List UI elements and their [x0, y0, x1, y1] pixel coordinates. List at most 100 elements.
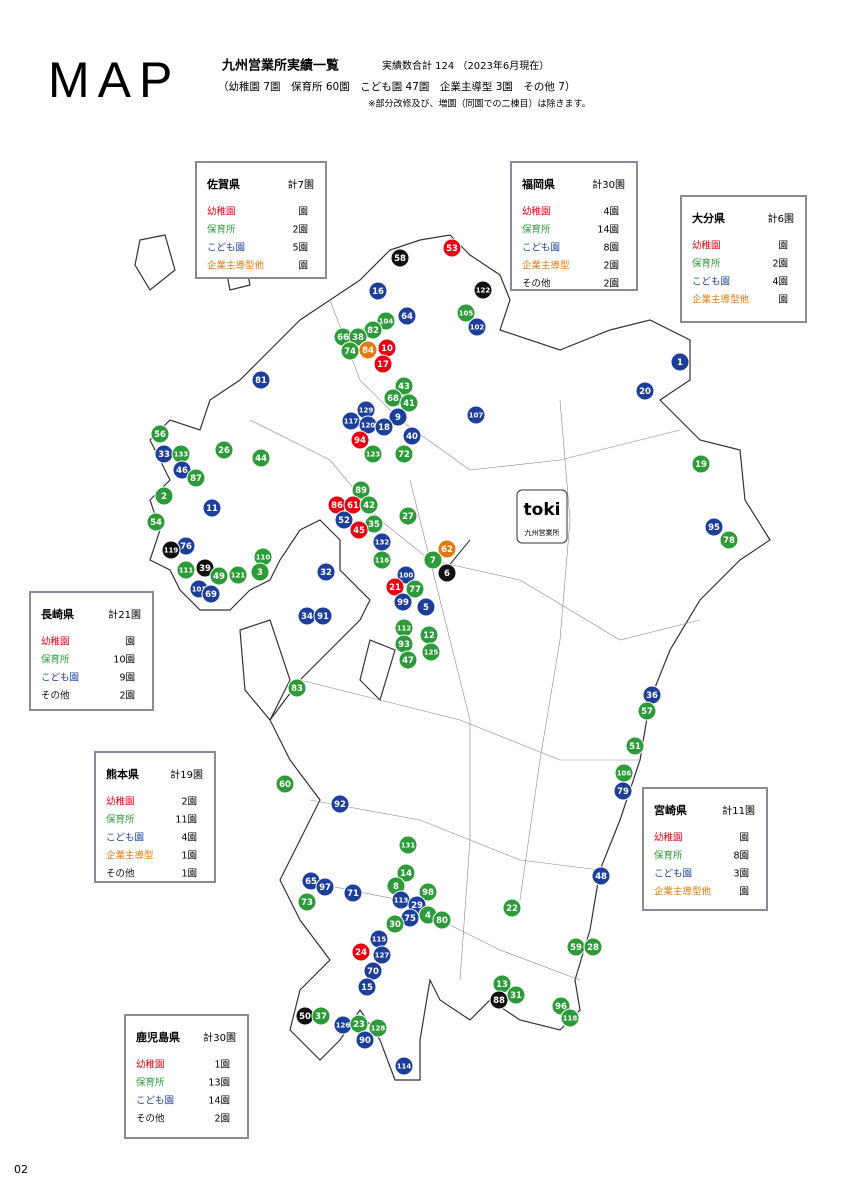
marker-dot: [385, 577, 405, 597]
row-count: 4園: [603, 207, 619, 218]
row-label: こども園: [136, 1096, 174, 1107]
prefecture-name: 鹿児島県: [136, 1030, 180, 1044]
row-label: こども園: [522, 243, 560, 254]
marker: 44: [251, 448, 271, 468]
marker-label: 70: [367, 967, 379, 977]
marker: 87: [186, 468, 206, 488]
marker-label: 9: [395, 413, 401, 423]
marker: 64: [397, 306, 417, 326]
marker: 102: [467, 317, 487, 337]
marker-label: 14: [400, 869, 412, 879]
marker-label: 126: [336, 1022, 351, 1030]
marker: 40: [402, 426, 422, 446]
marker-label: 7: [430, 556, 436, 566]
marker: 81: [251, 370, 271, 390]
marker: 41: [399, 393, 419, 413]
marker-label: 44: [255, 454, 267, 464]
marker-label: 30: [389, 920, 401, 930]
marker-label: 78: [723, 536, 735, 546]
row-label: 保育所: [654, 850, 683, 862]
marker: 128: [368, 1018, 388, 1038]
marker: 32: [316, 562, 336, 582]
row-label: 企業主導型他: [207, 260, 265, 272]
marker: 9: [388, 407, 408, 427]
marker-dot: [330, 794, 350, 814]
marker-label: 13: [496, 980, 508, 990]
row-label: こども園: [654, 869, 692, 880]
marker-dot: [398, 650, 418, 670]
marker-dot: [456, 303, 476, 323]
marker-label: 61: [347, 501, 359, 511]
marker: 18: [374, 417, 394, 437]
marker-dot: [373, 354, 393, 374]
marker-label: 34: [301, 612, 313, 622]
row-label: 保育所: [136, 1077, 165, 1089]
marker-dot: [363, 444, 383, 464]
marker-label: 37: [315, 1012, 327, 1022]
marker-label: 79: [617, 787, 629, 797]
marker-label: 3: [257, 568, 263, 578]
marker-label: 83: [291, 684, 303, 694]
marker-label: 112: [397, 625, 412, 633]
marker-label: 10: [381, 344, 393, 354]
marker-label: 12: [423, 631, 435, 641]
marker-dot: [313, 606, 333, 626]
row-count: 4園: [181, 833, 197, 844]
row-label: こども園: [106, 833, 144, 844]
marker: 3: [250, 562, 270, 582]
row-count: 11園: [175, 815, 197, 826]
row-label: 幼稚園: [522, 206, 551, 218]
marker-label: 31: [510, 991, 522, 1001]
marker-dot: [359, 495, 379, 515]
row-label: 保育所: [106, 814, 135, 826]
row-label: 幼稚園: [41, 636, 70, 648]
marker-label: 104: [379, 318, 394, 326]
marker-dot: [161, 540, 181, 560]
marker-dot: [613, 781, 633, 801]
marker-label: 35: [368, 520, 380, 530]
marker-label: 1: [677, 358, 683, 368]
row-count: 2園: [603, 279, 619, 290]
marker-dot: [351, 480, 371, 500]
marker-label: 32: [320, 568, 332, 578]
marker-dot: [670, 352, 690, 372]
marker-label: 52: [338, 516, 350, 526]
marker-label: 49: [213, 572, 225, 582]
marker-dot: [150, 424, 170, 444]
marker: 60: [275, 774, 295, 794]
marker-dot: [704, 517, 724, 537]
marker: 79: [613, 781, 633, 801]
marker-dot: [396, 565, 416, 585]
marker-label: 123: [366, 451, 381, 459]
marker: 105: [456, 303, 476, 323]
marker-label: 72: [398, 450, 410, 460]
row-count: 2園: [119, 691, 135, 702]
prefecture-total: 計7園: [288, 178, 314, 191]
marker: 114: [394, 1056, 414, 1076]
marker-dot: [251, 448, 271, 468]
marker-label: 16: [372, 287, 384, 297]
office-pointer: [446, 539, 471, 569]
marker: 126: [333, 1015, 353, 1035]
marker: 15: [357, 977, 377, 997]
marker-label: 105: [459, 310, 474, 318]
prefecture-total: 計6園: [768, 212, 794, 225]
marker-label: 125: [424, 649, 439, 657]
row-label: 保育所: [522, 224, 551, 236]
row-label: その他: [522, 278, 551, 290]
marker: 69: [201, 584, 221, 604]
marker: 50: [295, 1006, 315, 1026]
row-count: 2園: [292, 225, 308, 236]
marker-label: 74: [344, 347, 356, 357]
marker-label: 24: [355, 948, 367, 958]
marker-label: 113: [394, 897, 409, 905]
marker: 45: [349, 520, 369, 540]
marker-dot: [228, 565, 248, 585]
row-label: 幼稚園: [654, 832, 683, 844]
row-label: 幼稚園: [136, 1059, 165, 1071]
page-number: 02: [14, 1163, 28, 1176]
prefecture-name: 宮崎県: [654, 803, 687, 817]
marker-label: 28: [587, 943, 599, 953]
marker-dot: [418, 882, 438, 902]
